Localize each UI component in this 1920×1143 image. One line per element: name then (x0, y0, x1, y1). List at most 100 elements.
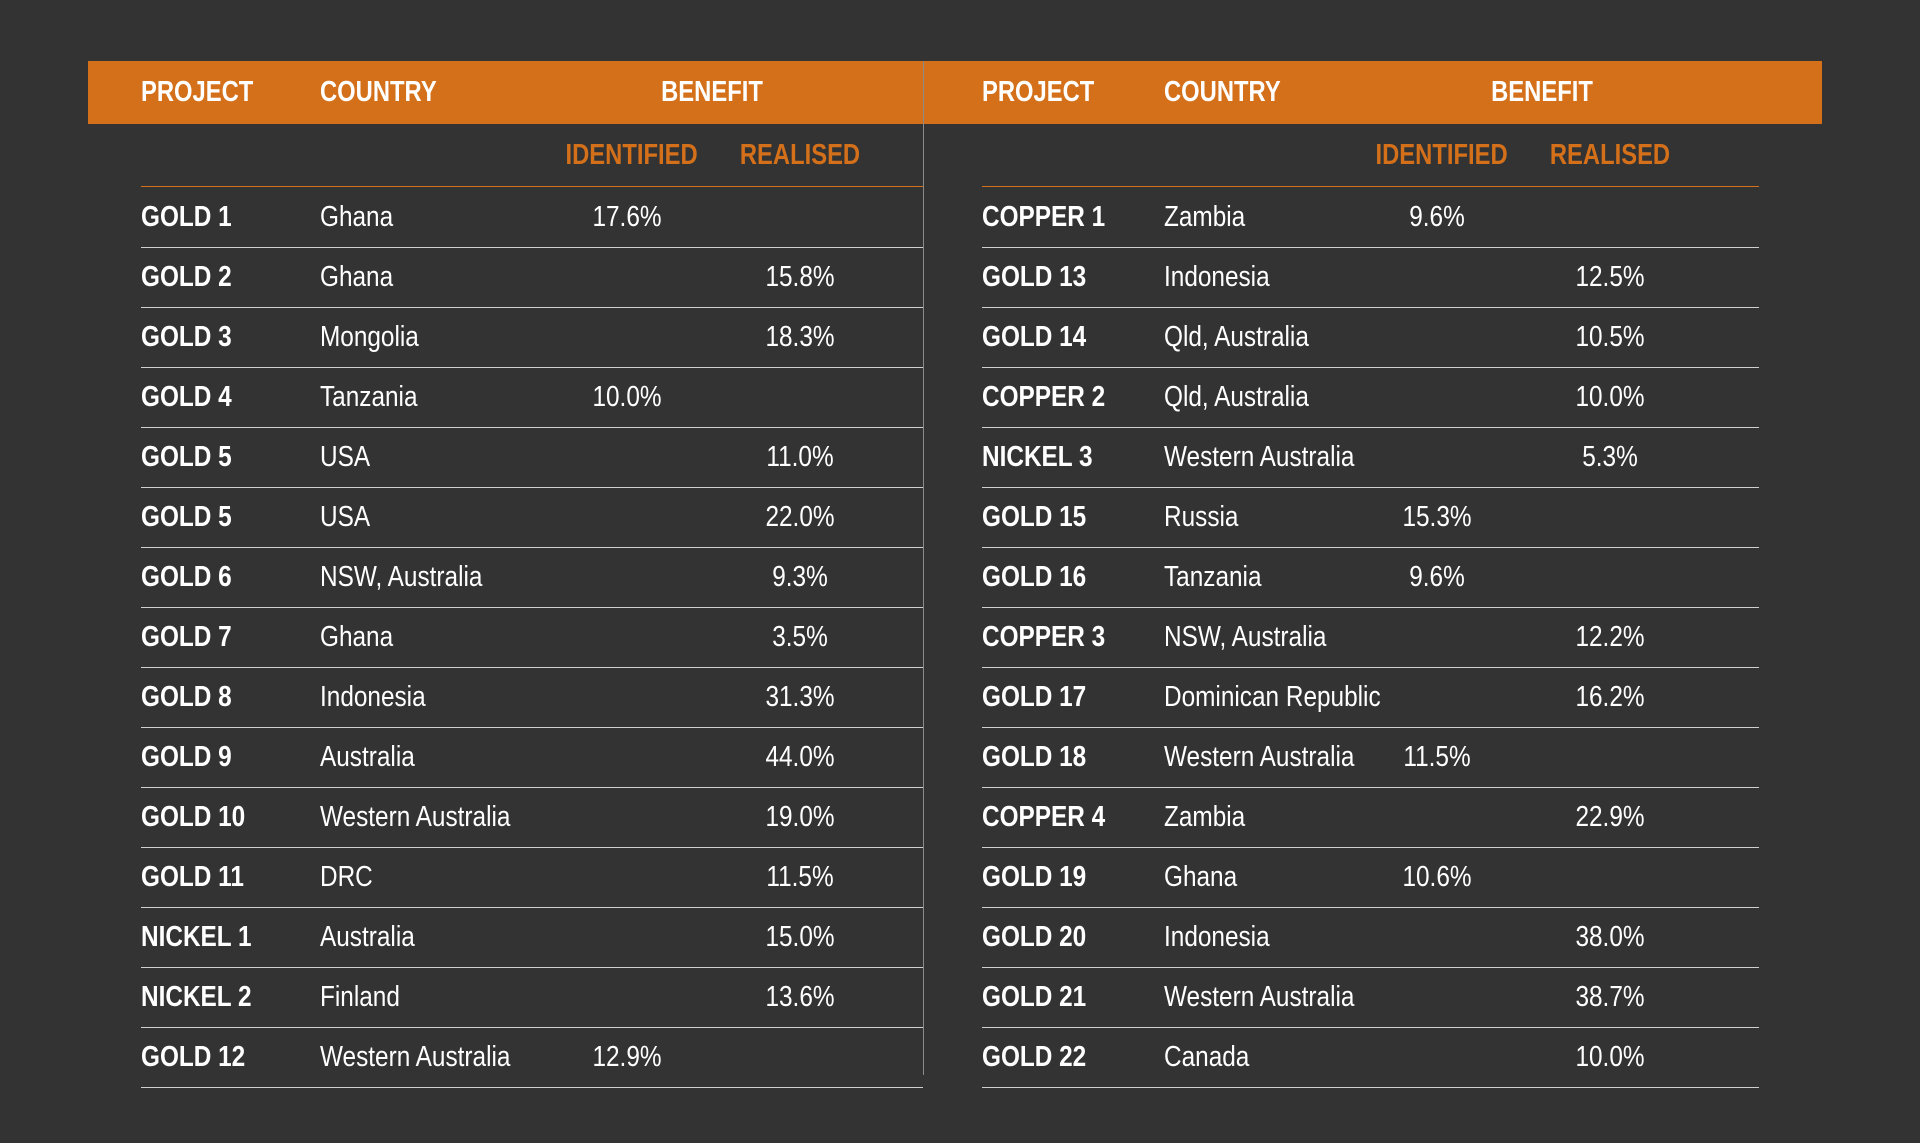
realised-cell: 5.3% (1582, 441, 1638, 473)
realised-cell (737, 368, 863, 427)
table-row: GOLD 20 Indonesia 38.0% (982, 908, 1759, 968)
identified-cell (1374, 788, 1500, 847)
identified-cell: 11.5% (1403, 741, 1471, 773)
header-project: PROJECT (141, 76, 254, 108)
realised-cell: 44.0% (765, 741, 835, 773)
realised-cell (1547, 548, 1673, 607)
table-row: GOLD 8 Indonesia 31.3% (141, 668, 923, 728)
header-country: COUNTRY (1164, 76, 1281, 108)
identified-cell (564, 788, 690, 847)
project-cell: GOLD 14 (982, 321, 1087, 353)
right-table-body: COPPER 1 Zambia 9.6% GOLD 13 Indonesia 12.5% G… (982, 188, 1759, 1088)
table-row: GOLD 5 USA 22.0% (141, 488, 923, 548)
country-cell: Zambia (1164, 201, 1246, 233)
country-cell: USA (320, 501, 371, 533)
project-cell: GOLD 7 (141, 621, 232, 653)
table-row: GOLD 12 Western Australia 12.9% (141, 1028, 923, 1088)
project-cell: GOLD 12 (141, 1041, 246, 1073)
country-cell: Western Australia (1164, 741, 1355, 773)
table-row: COPPER 3 NSW, Australia 12.2% (982, 608, 1759, 668)
realised-cell: 12.2% (1575, 621, 1645, 653)
identified-cell: 9.6% (1409, 201, 1465, 233)
country-cell: Dominican Republic (1164, 681, 1381, 713)
country-cell: NSW, Australia (320, 561, 483, 593)
country-cell: Canada (1164, 1041, 1250, 1073)
table-row: GOLD 7 Ghana 3.5% (141, 608, 923, 668)
country-cell: Ghana (320, 261, 394, 293)
table-row: GOLD 22 Canada 10.0% (982, 1028, 1759, 1088)
project-cell: GOLD 2 (141, 261, 232, 293)
realised-cell (1547, 188, 1673, 247)
project-cell: GOLD 8 (141, 681, 232, 713)
country-cell: Australia (320, 741, 415, 773)
project-cell: GOLD 10 (141, 801, 246, 833)
realised-cell: 22.0% (765, 501, 835, 533)
realised-cell: 15.8% (765, 261, 835, 293)
realised-cell: 31.3% (765, 681, 835, 713)
country-cell: Indonesia (1164, 261, 1270, 293)
country-cell: Tanzania (1164, 561, 1262, 593)
table-row: NICKEL 3 Western Australia 5.3% (982, 428, 1759, 488)
realised-cell: 10.0% (1575, 381, 1645, 413)
table-row: GOLD 10 Western Australia 19.0% (141, 788, 923, 848)
realised-cell: 18.3% (765, 321, 835, 353)
project-cell: GOLD 5 (141, 441, 232, 473)
subheader-rule (141, 186, 923, 187)
table-row: COPPER 1 Zambia 9.6% (982, 188, 1759, 248)
country-cell: USA (320, 441, 371, 473)
realised-cell: 38.7% (1575, 981, 1645, 1013)
realised-cell: 3.5% (772, 621, 828, 653)
subheader-realised: REALISED (739, 139, 861, 171)
project-cell: GOLD 11 (141, 861, 244, 893)
realised-cell: 11.5% (766, 861, 834, 893)
table-row: GOLD 14 Qld, Australia 10.5% (982, 308, 1759, 368)
table-row: NICKEL 2 Finland 13.6% (141, 968, 923, 1028)
identified-cell (564, 428, 690, 487)
country-cell: DRC (320, 861, 373, 893)
table-row: GOLD 5 USA 11.0% (141, 428, 923, 488)
column-divider (923, 61, 924, 1075)
identified-cell (564, 968, 690, 1027)
table-row: GOLD 11 DRC 11.5% (141, 848, 923, 908)
project-cell: GOLD 18 (982, 741, 1087, 773)
header-benefit: BENEFIT (1491, 76, 1593, 108)
country-cell: Western Australia (1164, 981, 1355, 1013)
project-cell: GOLD 3 (141, 321, 232, 353)
country-cell: Indonesia (320, 681, 426, 713)
identified-cell: 12.9% (592, 1041, 662, 1073)
project-cell: NICKEL 1 (141, 921, 252, 953)
table-row: GOLD 2 Ghana 15.8% (141, 248, 923, 308)
project-cell: GOLD 6 (141, 561, 232, 593)
header-country: COUNTRY (320, 76, 437, 108)
identified-cell (1374, 428, 1500, 487)
table-row: GOLD 15 Russia 15.3% (982, 488, 1759, 548)
table-row: GOLD 13 Indonesia 12.5% (982, 248, 1759, 308)
table-row: COPPER 2 Qld, Australia 10.0% (982, 368, 1759, 428)
project-cell: GOLD 16 (982, 561, 1087, 593)
project-cell: GOLD 21 (982, 981, 1087, 1013)
header-project: PROJECT (982, 76, 1095, 108)
realised-cell (1547, 728, 1673, 787)
country-cell: Ghana (320, 621, 394, 653)
project-cell: NICKEL 3 (982, 441, 1093, 473)
identified-cell (1374, 248, 1500, 307)
identified-cell (564, 308, 690, 367)
table-row: GOLD 3 Mongolia 18.3% (141, 308, 923, 368)
identified-cell (564, 488, 690, 547)
project-cell: COPPER 1 (982, 201, 1106, 233)
table-row: COPPER 4 Zambia 22.9% (982, 788, 1759, 848)
identified-cell: 15.3% (1402, 501, 1472, 533)
identified-cell (564, 608, 690, 667)
project-cell: GOLD 9 (141, 741, 232, 773)
country-cell: Western Australia (1164, 441, 1355, 473)
project-cell: COPPER 4 (982, 801, 1106, 833)
identified-cell (564, 248, 690, 307)
project-cell: GOLD 22 (982, 1041, 1087, 1073)
country-cell: Indonesia (1164, 921, 1270, 953)
realised-cell: 16.2% (1575, 681, 1645, 713)
table-header-bar (88, 61, 1822, 124)
country-cell: Western Australia (320, 1041, 511, 1073)
subheader-realised: REALISED (1549, 139, 1671, 171)
project-cell: COPPER 2 (982, 381, 1106, 413)
country-cell: Ghana (1164, 861, 1238, 893)
